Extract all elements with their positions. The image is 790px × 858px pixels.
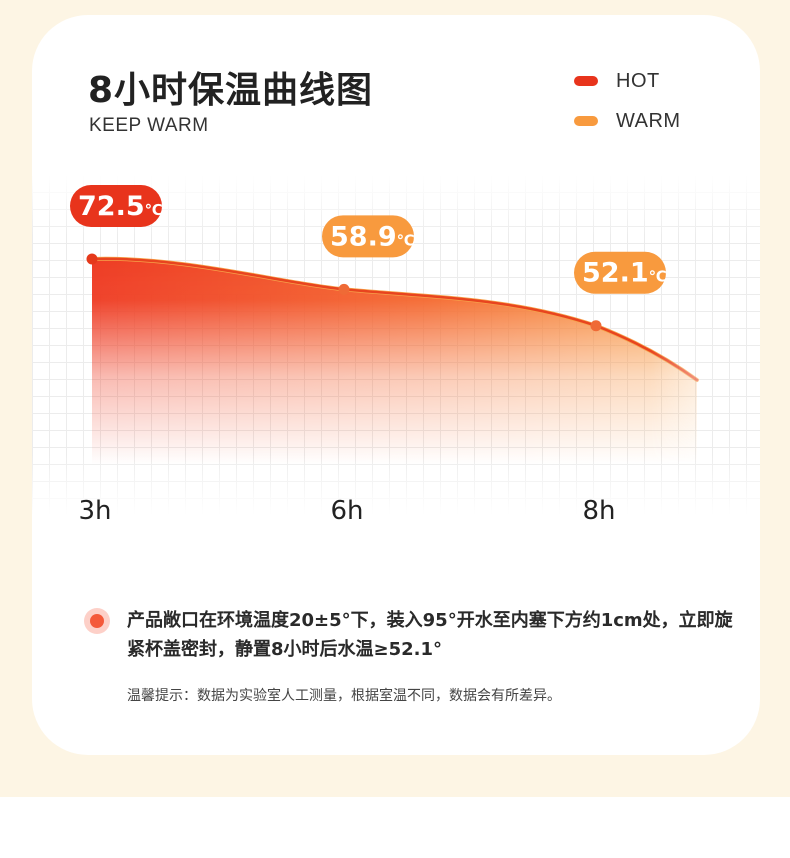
data-label-pill <box>322 215 414 258</box>
data-label-pill <box>70 185 162 227</box>
data-label-value: 52.1 <box>582 258 649 289</box>
data-label-unit: ℃ <box>649 268 667 286</box>
legend-swatch-warm <box>574 116 598 126</box>
legend-label-hot: HOT <box>616 69 660 92</box>
legend-item-warm: WARM <box>574 101 681 141</box>
data-label-pill <box>574 251 666 294</box>
legend-swatch-hot <box>574 76 598 86</box>
area-fill <box>92 258 697 485</box>
note-text: 产品敞口在环境温度20±5°下，装入95°开水至内塞下方约1cm处，立即旋紧杯盖… <box>127 610 733 660</box>
data-label-6h: 58.9℃ <box>322 215 415 258</box>
data-label-text: 52.1℃ <box>582 258 667 289</box>
data-label-value: 58.9 <box>330 221 397 252</box>
tip-text: 温馨提示：数据为实验室人工测量，根据室温不同，数据会有所差异。 <box>127 688 561 704</box>
legend-label-warm: WARM <box>616 109 681 132</box>
chart-legend: HOT WARM <box>574 61 681 141</box>
data-label-text: 58.9℃ <box>330 221 415 252</box>
x-tick-label-3h: 3h <box>78 496 111 526</box>
data-point-8h <box>590 320 602 332</box>
chart-card: 8小时保温曲线图 KEEP WARM HOT WARM <box>32 15 760 755</box>
note-bullet-icon <box>84 608 110 634</box>
data-point-3h <box>86 253 98 265</box>
chart-title: 8小时保温曲线图 <box>88 70 374 111</box>
data-label-unit: ℃ <box>145 201 163 219</box>
data-label-3h: 72.5℃ <box>70 185 163 227</box>
data-label-8h: 52.1℃ <box>574 251 667 294</box>
x-tick-label-8h: 8h <box>582 496 615 526</box>
data-label-text: 72.5℃ <box>78 191 163 222</box>
x-tick-label-6h: 6h <box>330 496 363 526</box>
data-point-6h <box>338 283 350 295</box>
data-label-value: 72.5 <box>78 191 145 222</box>
legend-item-hot: HOT <box>574 61 681 101</box>
series-line <box>90 257 699 382</box>
chart-subtitle: KEEP WARM <box>89 115 209 136</box>
data-label-unit: ℃ <box>397 231 415 249</box>
